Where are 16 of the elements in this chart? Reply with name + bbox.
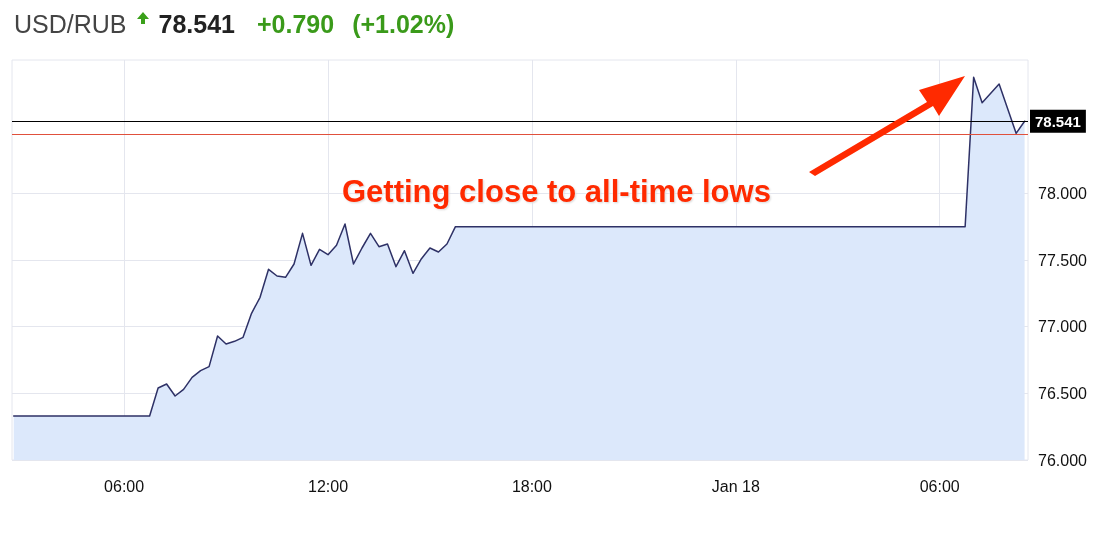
y-tick-label: 77.500 [1038, 251, 1088, 269]
x-tick-label: 06:00 [919, 477, 960, 495]
text: +0.790 [256, 10, 335, 39]
y-tick-label: 76.000 [1038, 451, 1088, 469]
text: (+1.02%) [352, 10, 455, 39]
x-tick-label: 18:00 [511, 477, 553, 495]
x-tick-label: 12:00 [307, 477, 349, 495]
x-tick-label: Jan 18 [711, 477, 760, 495]
y-tick-label: 76.500 [1038, 384, 1088, 402]
chart-title: USD/RUB [14, 10, 127, 39]
annotation: Getting close to all-time lows [342, 174, 771, 210]
ref-line-label: 78.541 [1035, 112, 1081, 130]
text: 78.541 [158, 10, 235, 39]
x-tick-label: 06:00 [104, 477, 145, 495]
y-tick-label: 77.000 [1038, 318, 1088, 336]
y-tick-label: 78.000 [1038, 184, 1088, 202]
